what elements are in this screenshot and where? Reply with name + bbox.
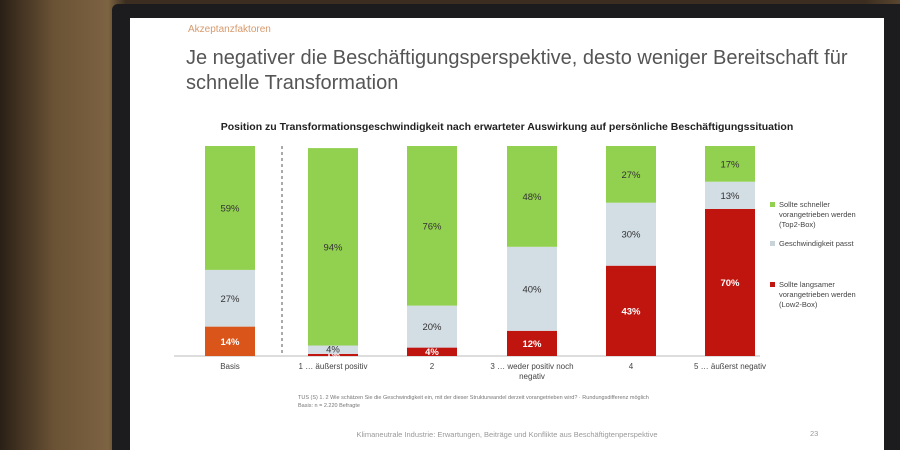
data-label-neutral-5: 13% (720, 191, 740, 202)
data-label-faster-2: 76% (422, 221, 442, 232)
category-label-0: Basis (220, 362, 240, 371)
footnote-base: Basis: n = 2.220 Befragte (298, 403, 360, 409)
bar-slower-5 (705, 209, 755, 356)
data-label-neutral-0: 27% (220, 294, 240, 305)
bar-slower-2 (407, 347, 457, 356)
data-label-neutral-3: 40% (522, 284, 542, 295)
category-label-5: 5 … äußerst negativ (694, 362, 766, 371)
bar-neutral-3 (507, 246, 557, 331)
bar-neutral-4 (606, 202, 656, 266)
bar-neutral-5 (705, 181, 755, 209)
slide-footer: Klimaneutrale Industrie: Erwartungen, Be… (356, 430, 658, 439)
data-label-slower-3: 12% (522, 339, 542, 350)
legend-label-faster: Sollte schneller vorangetrieben werden (… (779, 200, 856, 229)
bar-neutral-2 (407, 305, 457, 348)
presentation-slide: Akzeptanzfaktoren Je negativer die Besch… (130, 18, 884, 450)
data-label-slower-0: 14% (220, 337, 240, 348)
data-label-slower-2: 4% (425, 347, 439, 358)
bar-faster-0 (205, 146, 255, 270)
footnote-question: TUS (S) 1. 2 Wie schätzen Sie die Geschw… (298, 395, 649, 401)
legend-swatch-faster (770, 202, 775, 207)
data-label-neutral-2: 20% (422, 322, 442, 333)
category-label-4: 4 (629, 362, 634, 371)
legend-swatch-slower (770, 282, 775, 287)
bar-faster-2 (407, 146, 457, 306)
data-label-neutral-4: 30% (621, 230, 641, 241)
slide-title: Je negativer die Beschäftigungsperspekti… (186, 47, 848, 94)
bar-slower-0 (205, 326, 255, 356)
category-label-3: 3 … weder positiv noch negativ (490, 362, 573, 381)
bar-slower-1 (308, 353, 358, 356)
category-label-2: 2 (430, 362, 435, 371)
data-label-faster-1: 94% (323, 242, 343, 253)
bar-neutral-1 (308, 345, 358, 354)
data-label-faster-5: 17% (720, 159, 740, 170)
bar-faster-3 (507, 146, 557, 247)
bar-faster-5 (705, 146, 755, 182)
data-label-neutral-1: 4% (326, 345, 340, 356)
data-label-faster-3: 48% (522, 192, 542, 203)
chart-title: Position zu Transformationsgeschwindigke… (220, 121, 794, 133)
bar-faster-1 (308, 148, 358, 346)
data-label-slower-4: 43% (621, 306, 641, 317)
category-label-1: 1 … äußerst positiv (299, 362, 368, 371)
bar-slower-3 (507, 330, 557, 356)
data-label-faster-4: 27% (621, 170, 641, 181)
slide-footnote: TUS (S) 1. 2 Wie schätzen Sie die Geschw… (298, 394, 758, 410)
data-label-slower-5: 70% (720, 278, 740, 289)
data-label-slower-1: 1% (326, 350, 340, 361)
bar-slower-4 (606, 265, 656, 356)
bar-neutral-0 (205, 269, 255, 327)
page-number: 23 (810, 429, 819, 438)
legend-label-neutral: Geschwindigkeit passt (779, 239, 854, 248)
slide-kicker: Akzeptanzfaktoren (188, 24, 271, 35)
legend-label-slower: Sollte langsamer vorangetrieben werden (… (779, 280, 856, 309)
bar-faster-4 (606, 146, 656, 203)
legend-swatch-neutral (770, 241, 775, 246)
data-label-faster-0: 59% (220, 203, 240, 214)
